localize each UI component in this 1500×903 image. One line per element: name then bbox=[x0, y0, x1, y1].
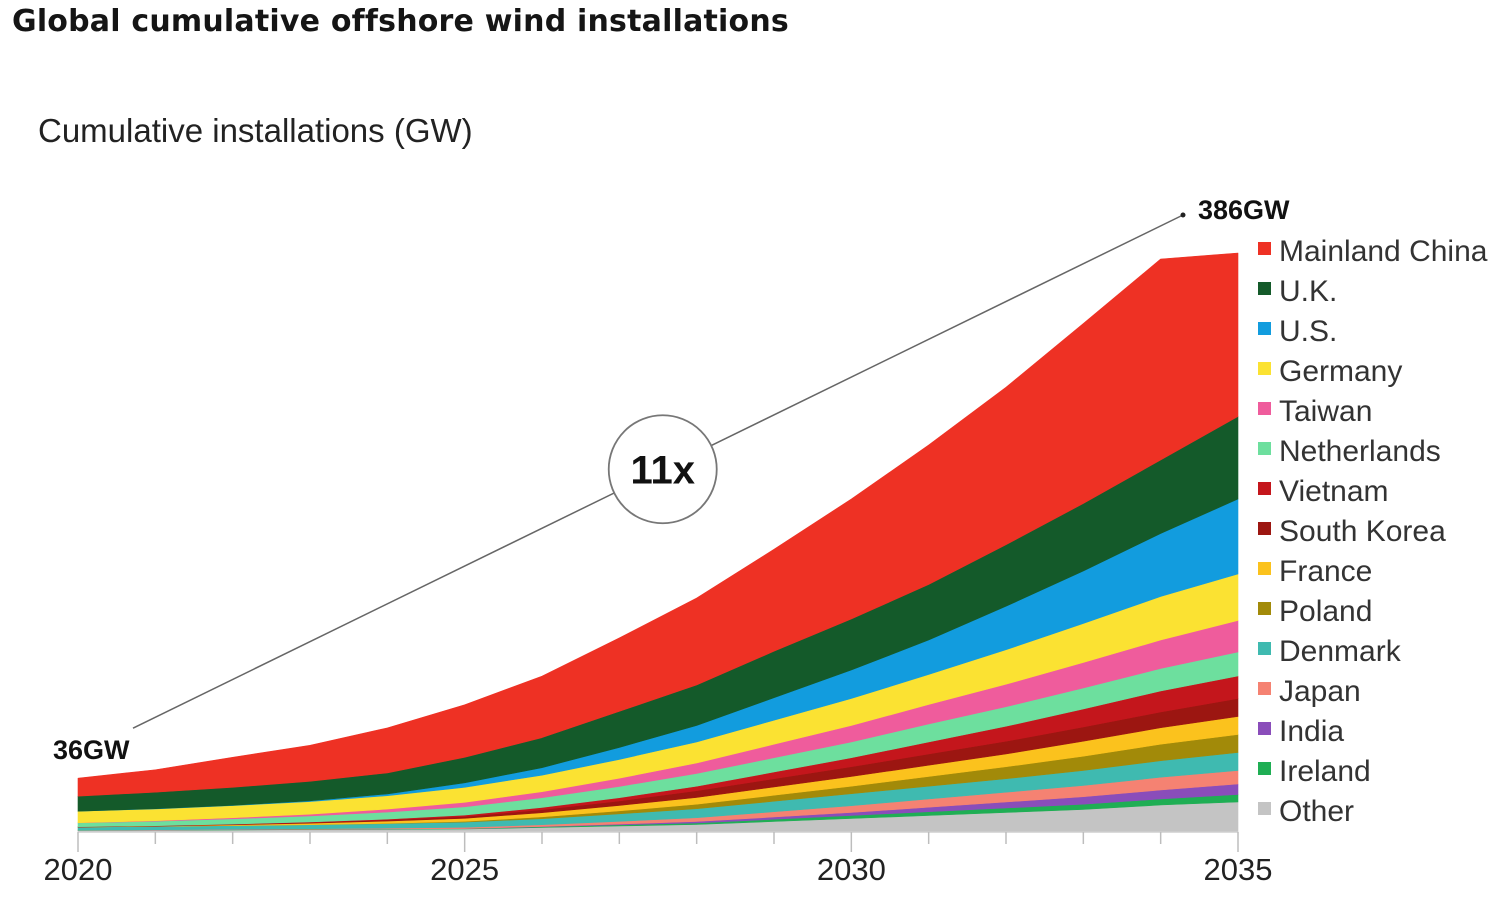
annotations: 36GW 386GW 11x bbox=[53, 195, 1290, 765]
legend-swatch bbox=[1258, 322, 1271, 335]
legend-label: Vietnam bbox=[1279, 475, 1389, 508]
legend-label: Ireland bbox=[1279, 755, 1371, 788]
legend-item-denmark: Denmark bbox=[1258, 635, 1402, 668]
area-series-group bbox=[77, 252, 1239, 833]
legend-label: India bbox=[1279, 715, 1344, 748]
legend-item-poland: Poland bbox=[1258, 595, 1372, 628]
legend-label: Denmark bbox=[1279, 635, 1402, 668]
legend-item-germany: Germany bbox=[1258, 355, 1402, 388]
legend-swatch bbox=[1258, 482, 1271, 495]
legend-swatch bbox=[1258, 562, 1271, 575]
legend-swatch bbox=[1258, 762, 1271, 775]
legend-item-u-s: U.S. bbox=[1258, 315, 1337, 348]
legend-swatch bbox=[1258, 242, 1271, 255]
legend-item-japan: Japan bbox=[1258, 675, 1361, 708]
legend-item-mainland-china: Mainland China bbox=[1258, 235, 1488, 268]
legend-swatch bbox=[1258, 682, 1271, 695]
legend-swatch bbox=[1258, 402, 1271, 415]
legend-item-india: India bbox=[1258, 715, 1344, 748]
legend-item-vietnam: Vietnam bbox=[1258, 475, 1389, 508]
growth-end-dot bbox=[1180, 212, 1186, 218]
legend-label: Netherlands bbox=[1279, 435, 1441, 468]
legend-swatch bbox=[1258, 522, 1271, 535]
legend-label: Mainland China bbox=[1279, 235, 1488, 268]
legend-item-other: Other bbox=[1258, 795, 1354, 828]
legend-swatch bbox=[1258, 802, 1271, 815]
legend-label: Japan bbox=[1279, 675, 1361, 708]
legend-swatch bbox=[1258, 722, 1271, 735]
chart-title: Global cumulative offshore wind installa… bbox=[12, 4, 789, 39]
legend-label: South Korea bbox=[1279, 515, 1446, 548]
legend: Mainland China U.K. U.S. Germany Taiwan Nethe… bbox=[1258, 235, 1488, 828]
legend-item-france: France bbox=[1258, 555, 1372, 588]
multiplier-label: 11x bbox=[630, 448, 695, 492]
legend-label: France bbox=[1279, 555, 1372, 588]
legend-label: Other bbox=[1279, 795, 1354, 828]
legend-swatch bbox=[1258, 282, 1271, 295]
x-tick-label-2035: 2035 bbox=[1204, 852, 1273, 887]
start-total-label: 36GW bbox=[53, 735, 130, 765]
legend-swatch bbox=[1258, 442, 1271, 455]
legend-item-u-k: U.K. bbox=[1258, 275, 1337, 308]
legend-label: Taiwan bbox=[1279, 395, 1372, 428]
area-mainland-china bbox=[77, 252, 1239, 797]
legend-item-taiwan: Taiwan bbox=[1258, 395, 1372, 428]
legend-swatch bbox=[1258, 362, 1271, 375]
legend-swatch bbox=[1258, 602, 1271, 615]
legend-label: U.S. bbox=[1279, 315, 1337, 348]
y-axis-label: Cumulative installations (GW) bbox=[38, 112, 473, 149]
multiplier-circle bbox=[607, 414, 718, 525]
x-tick-label-2030: 2030 bbox=[817, 852, 886, 887]
x-tick-label-2020: 2020 bbox=[44, 852, 113, 887]
legend-label: Poland bbox=[1279, 595, 1372, 628]
legend-swatch bbox=[1258, 642, 1271, 655]
end-total-label: 386GW bbox=[1198, 195, 1290, 225]
x-tick-label-2025: 2025 bbox=[430, 852, 499, 887]
legend-item-netherlands: Netherlands bbox=[1258, 435, 1441, 468]
legend-label: U.K. bbox=[1279, 275, 1337, 308]
legend-item-south-korea: South Korea bbox=[1258, 515, 1446, 548]
legend-label: Germany bbox=[1279, 355, 1402, 388]
x-axis: 2020 2025 2030 2035 bbox=[44, 831, 1273, 887]
legend-item-ireland: Ireland bbox=[1258, 755, 1371, 788]
